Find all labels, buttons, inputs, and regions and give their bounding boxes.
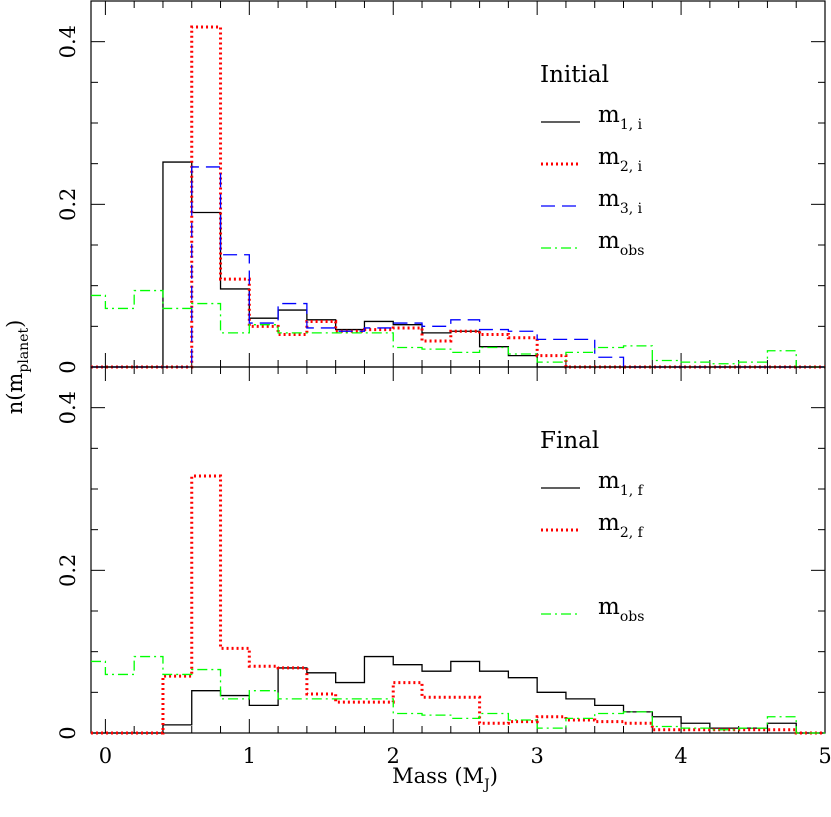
y-tick-labels-top: 0 0.2 0.4 <box>56 25 80 374</box>
series-group-bottom <box>91 474 825 735</box>
x-axis-label: Mass (MJ) <box>392 764 498 793</box>
y-tick-label: 0.2 <box>56 188 80 221</box>
legend-label-sub: 1, i <box>620 117 643 133</box>
series-group-top <box>91 25 825 369</box>
series-line-m3-i <box>91 166 825 368</box>
x-tick-labels: 0 1 2 3 4 5 <box>99 744 831 768</box>
legend-label: m3, i <box>598 186 643 217</box>
legend-label-main: m <box>598 102 620 128</box>
y-tick-label: 0.4 <box>56 391 80 424</box>
x-tick-label: 1 <box>243 744 256 768</box>
series-line-m1-i <box>91 161 825 368</box>
plot-frame-top <box>90 0 826 368</box>
x-tick-label: 2 <box>387 744 400 768</box>
legend-label-main: m <box>598 468 620 494</box>
series-line-m2-f <box>91 474 825 735</box>
legend-label-sub: obs <box>620 609 645 625</box>
legend-label-main: m <box>598 186 620 212</box>
y-axis-label-sub: planet <box>16 328 32 373</box>
legend-label-sub: 3, i <box>620 201 643 217</box>
legend-label: m1, i <box>598 102 643 133</box>
legend-label-main: m <box>598 144 620 170</box>
legend-label: m2, i <box>598 144 643 175</box>
series-line-m2-i <box>91 25 825 369</box>
legend-label-main: m <box>598 510 620 536</box>
ticks-top <box>91 0 826 368</box>
x-axis-label-main: Mass (M <box>392 764 484 788</box>
x-tick-label: 3 <box>530 744 543 768</box>
legend-label: mobs <box>598 594 644 625</box>
ticks-bottom <box>91 366 826 734</box>
legend-label-main: m <box>598 228 620 254</box>
legend-label-main: m <box>598 594 620 620</box>
x-axis-label-sub: J <box>482 777 490 793</box>
plot-frame-bottom <box>90 366 826 734</box>
y-axis-label: n(mplanet) <box>3 320 32 415</box>
legend-label: m2, f <box>598 510 645 541</box>
legend-title-final: Final <box>540 428 599 454</box>
x-axis-label-end: ) <box>490 764 498 788</box>
y-tick-labels-bottom: 0 0.2 0.4 <box>56 391 80 740</box>
legend-title-initial: Initial <box>540 62 609 88</box>
legend-label-sub: 2, i <box>620 159 643 175</box>
y-axis-label-end: ) <box>3 320 27 328</box>
series-line-m1-f <box>91 655 825 734</box>
legend-label-sub: 1, f <box>620 483 645 499</box>
y-tick-label: 0.2 <box>56 554 80 587</box>
legend-label-sub: 2, f <box>620 525 645 541</box>
legend-label-sub: obs <box>620 243 645 259</box>
series-line-mobs <box>91 289 825 368</box>
legend-label: m1, f <box>598 468 645 499</box>
y-axis-label-main: n(m <box>3 373 27 415</box>
series-line-mobs <box>91 655 825 734</box>
legend-label: mobs <box>598 228 644 259</box>
x-tick-label: 0 <box>99 744 112 768</box>
x-tick-label: 5 <box>818 744 831 768</box>
y-tick-label: 0 <box>56 360 80 373</box>
y-tick-label: 0 <box>56 726 80 739</box>
x-tick-label: 4 <box>674 744 687 768</box>
y-tick-label: 0.4 <box>56 25 80 58</box>
